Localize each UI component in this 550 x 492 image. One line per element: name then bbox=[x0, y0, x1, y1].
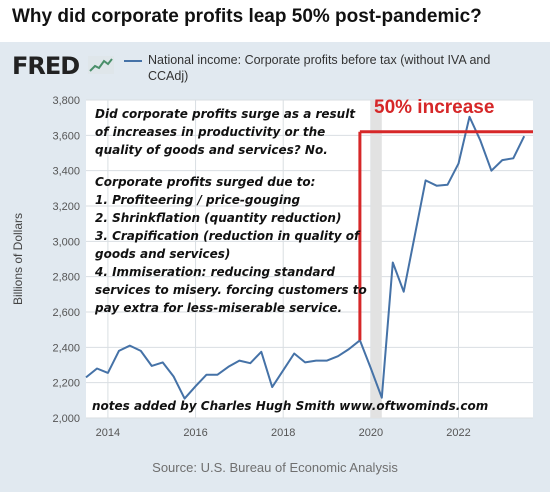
legend-swatch bbox=[124, 60, 142, 62]
data-point[interactable] bbox=[138, 348, 143, 353]
data-point[interactable] bbox=[346, 347, 351, 352]
data-point[interactable] bbox=[105, 370, 110, 375]
y-tick-label: 2,000 bbox=[52, 413, 80, 425]
trend-line-icon bbox=[88, 56, 114, 74]
annotation-line: 2. Shrinkflation (quantity reduction) bbox=[95, 211, 341, 225]
y-tick-label: 2,200 bbox=[52, 378, 80, 390]
y-tick-label: 3,200 bbox=[52, 201, 80, 213]
data-point[interactable] bbox=[478, 138, 483, 143]
data-point[interactable] bbox=[500, 158, 505, 163]
data-point[interactable] bbox=[314, 358, 319, 363]
data-point[interactable] bbox=[270, 385, 275, 390]
data-point[interactable] bbox=[335, 354, 340, 359]
y-tick-label: 3,600 bbox=[52, 130, 80, 142]
source-note: Source: U.S. Bureau of Economic Analysis bbox=[152, 460, 398, 475]
data-point[interactable] bbox=[193, 384, 198, 389]
data-point[interactable] bbox=[423, 178, 428, 183]
data-point[interactable] bbox=[281, 368, 286, 373]
x-axis-ticks: 2014 2016 2018 2020 2022 bbox=[96, 427, 471, 439]
data-point[interactable] bbox=[511, 156, 516, 161]
y-tick-label: 2,600 bbox=[52, 307, 80, 319]
recession-shading bbox=[370, 100, 382, 418]
y-tick-label: 3,800 bbox=[52, 95, 80, 107]
data-point[interactable] bbox=[171, 374, 176, 379]
data-point[interactable] bbox=[445, 182, 450, 187]
data-point[interactable] bbox=[390, 260, 395, 265]
series-line-group bbox=[84, 115, 527, 400]
annotation-line: goods and services) bbox=[95, 247, 230, 261]
increase-label: 50% increase bbox=[374, 97, 494, 118]
annotation-line: quality of goods and services? No. bbox=[95, 143, 328, 157]
annotation-line: of increases in productivity or the bbox=[95, 125, 325, 139]
annotation-line: pay extra for less-miserable service. bbox=[94, 301, 342, 315]
y-tick-label: 3,400 bbox=[52, 166, 80, 178]
x-tick-label: 2016 bbox=[183, 427, 207, 439]
data-point[interactable] bbox=[434, 183, 439, 188]
data-point[interactable] bbox=[215, 372, 220, 377]
annotation-reasons: Corporate profits surged due to: 1. Profi… bbox=[94, 175, 367, 315]
annotation-line: Corporate profits surged due to: bbox=[95, 175, 315, 189]
data-point[interactable] bbox=[149, 363, 154, 368]
data-point[interactable] bbox=[401, 289, 406, 294]
data-point[interactable] bbox=[127, 343, 132, 348]
data-point[interactable] bbox=[522, 134, 527, 139]
data-point[interactable] bbox=[489, 168, 494, 173]
increase-markers bbox=[358, 130, 533, 341]
recession-bar bbox=[370, 100, 382, 418]
chart-area: 2,000 2,200 2,400 2,600 2,800 3,000 3,200 3,400… bbox=[11, 95, 533, 439]
x-tick-label: 2020 bbox=[359, 427, 383, 439]
annotation-line: 1. Profiteering / price-gouging bbox=[95, 193, 301, 207]
annotation-line: services to misery. forcing customers to bbox=[95, 283, 367, 297]
headline: Why did corporate profits leap 50% post-… bbox=[12, 6, 482, 27]
y-tick-label: 3,000 bbox=[52, 236, 80, 248]
data-point[interactable] bbox=[84, 375, 89, 380]
x-tick-label: 2014 bbox=[96, 427, 120, 439]
data-point[interactable] bbox=[325, 358, 330, 363]
data-point[interactable] bbox=[204, 372, 209, 377]
data-point[interactable] bbox=[412, 234, 417, 239]
annotation-line: 3. Crapification (reduction in quality o… bbox=[95, 229, 361, 243]
annotation-question: Did corporate profits surge as a result o… bbox=[95, 107, 356, 157]
annotation-credit: notes added by Charles Hugh Smith www.of… bbox=[92, 399, 488, 413]
y-tick-label: 2,400 bbox=[52, 342, 80, 354]
data-point[interactable] bbox=[116, 348, 121, 353]
data-point[interactable] bbox=[94, 366, 99, 371]
fred-logo[interactable]: FRED bbox=[12, 52, 114, 80]
legend-label[interactable]: National income: Corporate profits befor… bbox=[148, 53, 491, 83]
data-point[interactable] bbox=[303, 360, 308, 365]
data-point[interactable] bbox=[248, 361, 253, 366]
fred-logo-text: FRED bbox=[12, 52, 80, 80]
annotation-line: Did corporate profits surge as a result bbox=[95, 107, 356, 121]
fred-chart-frame: FRED National income: Corporate profits … bbox=[0, 42, 550, 492]
data-point[interactable] bbox=[160, 360, 165, 365]
x-tick-label: 2018 bbox=[271, 427, 295, 439]
series-line[interactable] bbox=[85, 115, 526, 400]
data-point[interactable] bbox=[237, 358, 242, 363]
data-point[interactable] bbox=[368, 366, 373, 371]
y-tick-label: 2,800 bbox=[52, 272, 80, 284]
x-tick-label: 2022 bbox=[446, 427, 470, 439]
annotation-line: 4. Immiseration: reducing standard bbox=[94, 265, 335, 279]
data-point[interactable] bbox=[259, 349, 264, 354]
y-axis-label: Billions of Dollars bbox=[11, 213, 25, 305]
data-point[interactable] bbox=[292, 351, 297, 356]
data-point[interactable] bbox=[226, 364, 231, 369]
gridlines bbox=[86, 99, 533, 419]
data-point[interactable] bbox=[456, 161, 461, 166]
y-axis-ticks: 2,000 2,200 2,400 2,600 2,800 3,000 3,200 3,400… bbox=[52, 95, 80, 425]
